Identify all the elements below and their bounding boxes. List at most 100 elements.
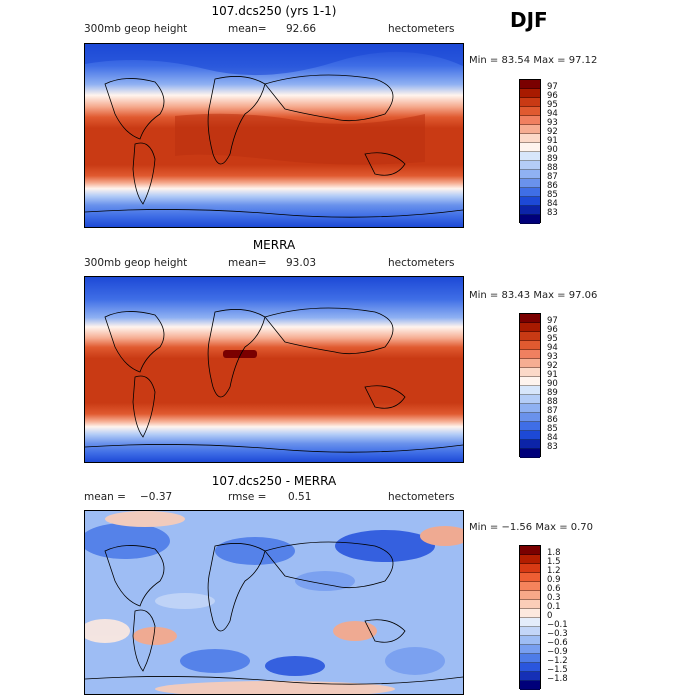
colorbar-tick-label: 93: [547, 352, 558, 362]
colorbar-swatch: [520, 170, 540, 179]
colorbar-swatch: [520, 422, 540, 431]
colorbar-tick-label: 86: [547, 415, 558, 425]
colorbar-tick-label: 94: [547, 343, 558, 353]
colorbar-tick-label: −0.9: [547, 647, 568, 657]
colorbar-swatch: [520, 663, 540, 672]
colorbar-swatch: [520, 654, 540, 663]
season-label: DJF: [510, 8, 548, 32]
colorbar-swatch: [520, 609, 540, 618]
colorbar-swatch: [520, 431, 540, 440]
colorbar-tick-label: 91: [547, 136, 558, 146]
colorbar-tick-label: 83: [547, 442, 558, 452]
colorbar-tick-label: 0.3: [547, 593, 561, 603]
colorbar-tick-label: −0.6: [547, 638, 568, 648]
panel3-rmse-label: rmse =: [228, 491, 267, 503]
colorbar-swatch: [520, 672, 540, 681]
panel2-mean-label: mean=: [228, 257, 267, 269]
colorbar-tick-label: 89: [547, 388, 558, 398]
colorbar-swatch: [520, 386, 540, 395]
colorbar-tick-label: 87: [547, 406, 558, 416]
colorbar-tick-label: 0: [547, 611, 553, 621]
colorbar-tick-label: 86: [547, 181, 558, 191]
colorbar-swatch: [520, 368, 540, 377]
colorbar-swatch: [520, 555, 540, 564]
panel1-min-label: Min =: [469, 55, 499, 66]
panel3-mean-value: −0.37: [140, 491, 173, 503]
panel3-map: [84, 510, 464, 695]
colorbar-swatch: [520, 341, 540, 350]
panel1-colorbar: [519, 79, 541, 224]
colorbar-swatch: [520, 161, 540, 170]
colorbar-swatch: [520, 449, 540, 458]
colorbar-tick-label: 90: [547, 145, 558, 155]
colorbar-swatch: [520, 582, 540, 591]
colorbar-swatch: [520, 440, 540, 449]
colorbar-tick-label: 92: [547, 127, 558, 137]
colorbar-tick-label: −1.8: [547, 674, 568, 684]
panel2-title: MERRA: [252, 238, 296, 252]
colorbar-swatch: [520, 80, 540, 89]
colorbar-tick-label: 0.6: [547, 584, 561, 594]
panel2-min-label: Min =: [469, 290, 499, 301]
colorbar-tick-label: 88: [547, 163, 558, 173]
colorbar-swatch: [520, 591, 540, 600]
colorbar-tick-label: 96: [547, 91, 558, 101]
colorbar-tick-label: 85: [547, 424, 558, 434]
panel1-max-label: Max =: [533, 55, 566, 66]
panel2-mean-value: 93.03: [286, 257, 317, 269]
colorbar-swatch: [520, 143, 540, 152]
colorbar-tick-label: 93: [547, 118, 558, 128]
colorbar-swatch: [520, 395, 540, 404]
colorbar-tick-label: 89: [547, 154, 558, 164]
colorbar-tick-label: 0.9: [547, 575, 561, 585]
colorbar-tick-label: 87: [547, 172, 558, 182]
panel1-variable-label: 300mb geop height: [84, 23, 188, 35]
colorbar-swatch: [520, 332, 540, 341]
colorbar-tick-label: 0.1: [547, 602, 561, 612]
panel1-map: [84, 43, 464, 228]
panel3-rmse-value: 0.51: [288, 491, 312, 503]
panel1-min-value: 83.54: [501, 55, 531, 66]
colorbar-tick-label: 95: [547, 334, 558, 344]
panel3-map-field: [85, 511, 463, 694]
colorbar-swatch: [520, 573, 540, 582]
colorbar-swatch: [520, 350, 540, 359]
colorbar-tick-label: −1.2: [547, 656, 568, 666]
colorbar-swatch: [520, 125, 540, 134]
panel3-min-value: −1.56: [501, 522, 533, 533]
colorbar-swatch: [520, 107, 540, 116]
colorbar-swatch: [520, 152, 540, 161]
colorbar-swatch: [520, 377, 540, 386]
colorbar-swatch: [520, 197, 540, 206]
panel1-mean-value: 92.66: [286, 23, 317, 35]
panel2-units: hectometers: [388, 257, 455, 269]
colorbar-tick-label: 97: [547, 82, 558, 92]
colorbar-swatch: [520, 546, 540, 555]
colorbar-tick-label: 83: [547, 208, 558, 218]
colorbar-tick-label: 90: [547, 379, 558, 389]
panel1-map-field: [85, 44, 463, 227]
colorbar-tick-label: 1.5: [547, 557, 561, 567]
colorbar-swatch: [520, 323, 540, 332]
colorbar-tick-label: 91: [547, 370, 558, 380]
colorbar-swatch: [520, 134, 540, 143]
colorbar-swatch: [520, 98, 540, 107]
colorbar-swatch: [520, 681, 540, 690]
colorbar-tick-label: −0.1: [547, 620, 568, 630]
colorbar-swatch: [520, 404, 540, 413]
colorbar-tick-label: 95: [547, 100, 558, 110]
colorbar-swatch: [520, 206, 540, 215]
colorbar-swatch: [520, 600, 540, 609]
colorbar-swatch: [520, 314, 540, 323]
colorbar-swatch: [520, 215, 540, 224]
colorbar-swatch: [520, 179, 540, 188]
colorbar-tick-label: 94: [547, 109, 558, 119]
colorbar-swatch: [520, 413, 540, 422]
panel2-max-value: 97.06: [568, 290, 598, 301]
colorbar-swatch: [520, 89, 540, 98]
colorbar-tick-label: 88: [547, 397, 558, 407]
colorbar-swatch: [520, 188, 540, 197]
panel3-max-value: 0.70: [570, 522, 594, 533]
colorbar-swatch: [520, 359, 540, 368]
panel3-mean-label: mean =: [84, 491, 126, 503]
